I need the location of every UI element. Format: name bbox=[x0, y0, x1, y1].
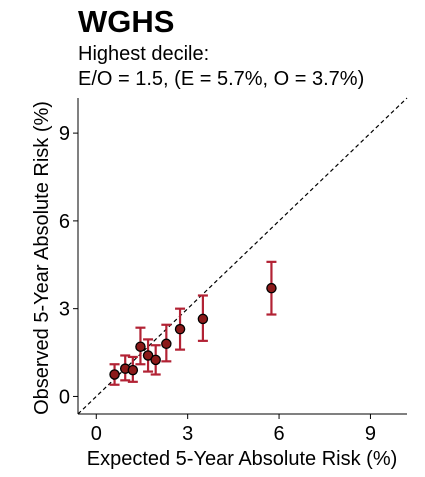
chart-subtitle-line-1: Highest decile: bbox=[78, 43, 209, 65]
y-tick-label-0: 0 bbox=[59, 386, 70, 408]
y-axis-label: Observed 5-Year Absolute Risk (%) bbox=[31, 101, 53, 415]
data-point-0 bbox=[109, 369, 120, 380]
y-tick-label-1: 3 bbox=[59, 299, 70, 321]
plot-area: 0 3 6 9 0 3 6 9 bbox=[59, 97, 408, 445]
data-point-2 bbox=[127, 364, 139, 376]
x-tick-label-0: 0 bbox=[91, 423, 102, 445]
x-tick-label-1: 3 bbox=[182, 423, 193, 445]
reference-line bbox=[77, 97, 408, 415]
data-point-9 bbox=[266, 282, 277, 294]
data-point-6 bbox=[161, 338, 172, 350]
data-point-7 bbox=[174, 323, 186, 335]
data-point-3 bbox=[135, 341, 146, 352]
data-point-5 bbox=[150, 354, 161, 366]
x-axis-label: Expected 5-Year Absolute Risk (%) bbox=[87, 448, 398, 470]
y-tick-label-2: 6 bbox=[59, 211, 70, 233]
data-point-8 bbox=[197, 313, 209, 325]
data-point-4 bbox=[142, 350, 154, 361]
x-tick-label-3: 9 bbox=[365, 423, 376, 445]
y-tick-label-3: 9 bbox=[59, 123, 70, 145]
chart-subtitle-line-2: E/O = 1.5, (E = 5.7%, O = 3.7%) bbox=[78, 68, 364, 90]
chart-title: WGHS bbox=[78, 4, 174, 39]
x-tick-label-2: 6 bbox=[273, 423, 284, 445]
